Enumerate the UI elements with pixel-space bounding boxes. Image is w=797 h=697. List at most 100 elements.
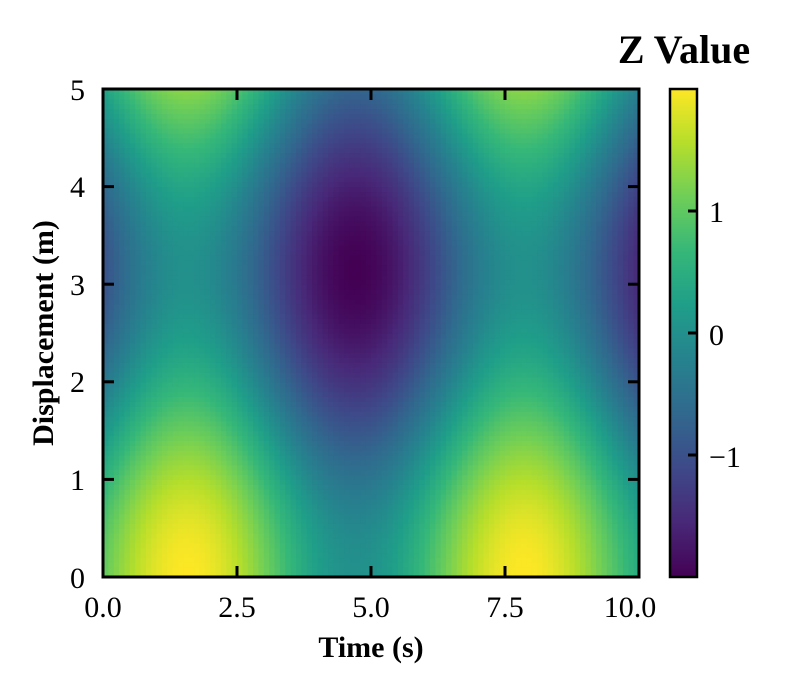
heatmap-cell: [247, 411, 254, 417]
heatmap-cell: [285, 489, 292, 495]
heatmap-cell: [258, 494, 265, 500]
heatmap-cell: [617, 333, 624, 339]
heatmap-cell: [596, 347, 603, 354]
heatmap-cell: [446, 352, 452, 358]
heatmap-cell: [488, 435, 495, 441]
heatmap-cell: [333, 503, 340, 510]
heatmap-cell: [129, 406, 136, 412]
heatmap-cell: [633, 484, 640, 490]
heatmap-cell: [510, 406, 517, 412]
heatmap-cell: [247, 494, 254, 500]
heatmap-cell: [569, 518, 576, 524]
heatmap-cell: [108, 557, 115, 563]
heatmap-cell: [285, 557, 292, 563]
heatmap-cell: [467, 391, 474, 398]
heatmap-cell: [451, 357, 458, 363]
heatmap-cell: [253, 479, 260, 485]
heatmap-cell: [633, 518, 640, 524]
heatmap-cell: [590, 415, 597, 422]
heatmap-cell: [338, 406, 345, 412]
heatmap-cell: [596, 518, 603, 524]
heatmap-cell: [446, 557, 452, 563]
heatmap-cell: [424, 420, 431, 427]
heatmap-cell: [172, 435, 179, 441]
heatmap-cell: [103, 367, 109, 373]
heatmap-cell: [499, 459, 506, 466]
heatmap-cell: [376, 513, 383, 520]
heatmap-cell: [312, 547, 318, 554]
heatmap-cell: [403, 503, 410, 510]
heatmap-cell: [429, 337, 436, 344]
heatmap-cell: [478, 376, 485, 383]
heatmap-cell: [446, 337, 452, 344]
heatmap-cell: [333, 391, 340, 398]
heatmap-cell: [220, 503, 227, 510]
heatmap-cell: [628, 337, 635, 344]
heatmap-cell: [563, 459, 570, 466]
heatmap-cell: [108, 484, 115, 490]
heatmap-cell: [494, 352, 501, 358]
heatmap-cell: [537, 542, 544, 549]
heatmap-cell: [188, 367, 195, 373]
heatmap-cell: [204, 459, 211, 466]
heatmap-cell: [349, 367, 356, 373]
heatmap-cell: [194, 557, 201, 563]
heatmap-cell: [365, 401, 372, 407]
heatmap-cell: [563, 411, 570, 417]
heatmap-cell: [429, 508, 436, 515]
heatmap-cell: [119, 498, 126, 505]
heatmap-cell: [360, 547, 367, 554]
heatmap-cell: [178, 503, 184, 510]
heatmap-cell: [242, 430, 249, 437]
heatmap-cell: [622, 562, 629, 568]
heatmap-cell: [429, 367, 436, 373]
heatmap-cell: [547, 367, 554, 373]
heatmap-cell: [333, 508, 340, 515]
heatmap-cell: [354, 513, 361, 520]
heatmap-cell: [161, 333, 168, 339]
heatmap-cell: [633, 498, 640, 505]
heatmap-cell: [585, 430, 592, 437]
heatmap-cell: [569, 498, 576, 505]
heatmap-cell: [381, 430, 388, 437]
heatmap-cell: [263, 337, 270, 344]
heatmap-cell: [263, 396, 270, 402]
heatmap-cell: [547, 547, 554, 554]
heatmap-cell: [145, 440, 152, 446]
heatmap-cell: [365, 435, 372, 441]
heatmap-cell: [124, 498, 131, 505]
heatmap-cell: [145, 528, 152, 534]
heatmap-cell: [537, 396, 544, 402]
heatmap-cell: [526, 381, 533, 388]
heatmap-cell: [606, 459, 613, 466]
heatmap-cell: [178, 381, 184, 388]
heatmap-cell: [403, 474, 410, 480]
heatmap-cell: [312, 357, 318, 363]
heatmap-cell: [333, 337, 340, 344]
heatmap-cell: [328, 357, 335, 363]
heatmap-cell: [365, 352, 372, 358]
heatmap-cell: [521, 572, 528, 578]
heatmap-cell: [558, 513, 565, 520]
heatmap-cell: [231, 479, 238, 485]
heatmap-cell: [172, 523, 179, 529]
heatmap-cell: [505, 537, 511, 544]
heatmap-cell: [253, 372, 260, 378]
heatmap-cell: [301, 367, 308, 373]
heatmap-cell: [349, 420, 356, 427]
heatmap-cell: [617, 420, 624, 427]
heatmap-cell: [140, 333, 147, 339]
heatmap-cell: [226, 376, 233, 383]
heatmap-cell: [306, 498, 313, 505]
heatmap-cell: [113, 469, 120, 476]
heatmap-cell: [387, 367, 394, 373]
heatmap-cell: [617, 455, 624, 461]
heatmap-cell: [515, 469, 522, 476]
heatmap-cell: [103, 396, 109, 402]
heatmap-cell: [328, 420, 335, 427]
heatmap-cell: [376, 459, 383, 466]
heatmap-cell: [590, 518, 597, 524]
heatmap-cell: [403, 342, 410, 349]
heatmap-cell: [269, 469, 276, 476]
heatmap-cell: [226, 489, 233, 495]
